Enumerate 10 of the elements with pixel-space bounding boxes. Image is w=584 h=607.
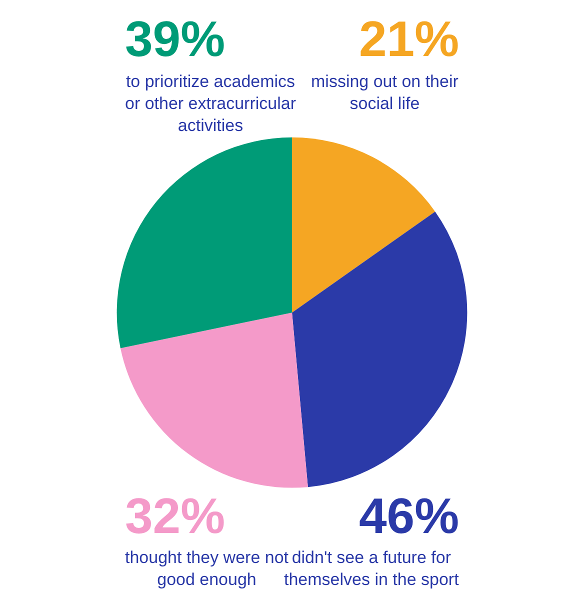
pie-slice [120, 312, 308, 488]
data-label: 32% [125, 488, 226, 544]
slice-label: missing out on their social life [311, 72, 459, 114]
pie-slice [292, 212, 468, 488]
data-label: 21% [359, 11, 460, 67]
pie-slice [292, 137, 436, 313]
data-label: 46% [359, 488, 460, 544]
pie-slice [117, 137, 292, 348]
slice-label: to prioritize academics or other extracurricular activities [125, 72, 296, 136]
data-label: 39% [125, 11, 226, 67]
